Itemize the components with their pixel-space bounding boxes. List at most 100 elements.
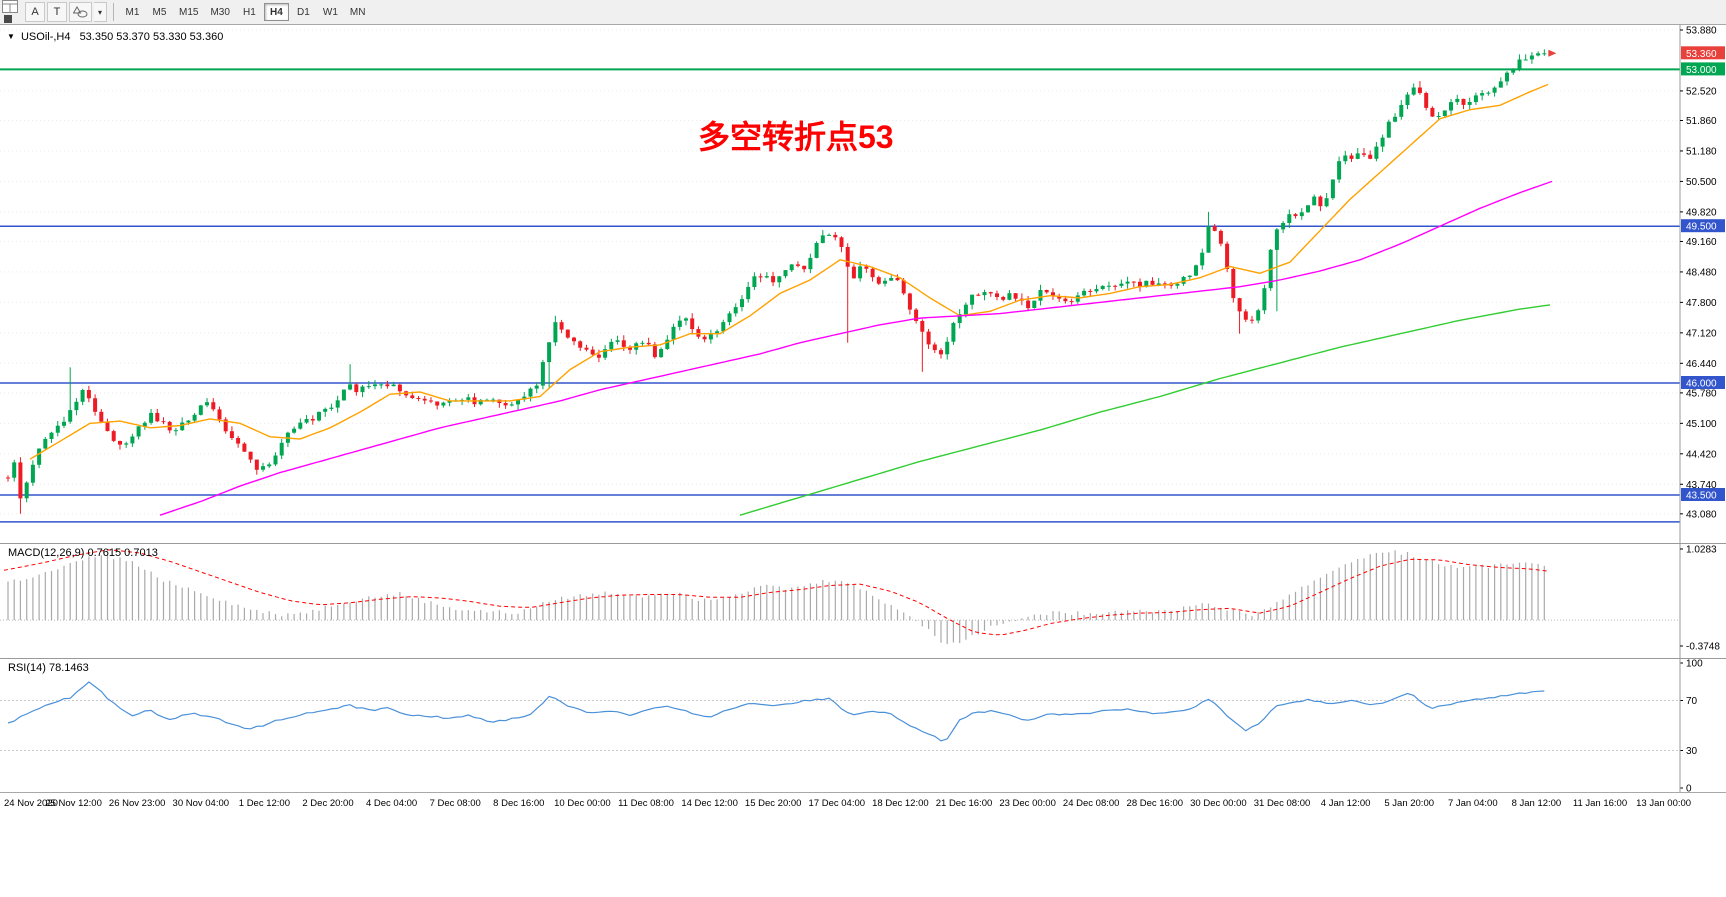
- candle-body: [789, 264, 794, 271]
- candle-body: [1486, 92, 1491, 94]
- text-tool-button[interactable]: T: [47, 2, 67, 22]
- candle-body: [1212, 226, 1217, 231]
- timeframe-w1-button[interactable]: W1: [318, 3, 343, 21]
- rsi-plot-area[interactable]: [0, 658, 1726, 792]
- shapes-dropdown-caret[interactable]: ▾: [94, 2, 107, 22]
- candle-body: [795, 264, 800, 266]
- candle-body: [939, 350, 943, 355]
- candle-body: [671, 326, 676, 340]
- rsi-panel[interactable]: 100 70 30 0: [0, 658, 1726, 792]
- timeframe-mn-button[interactable]: MN: [345, 3, 371, 21]
- candle-body: [217, 409, 222, 420]
- candle-body: [708, 334, 713, 340]
- chart-header: ▼ USOil-,H4 53.350 53.370 53.330 53.360: [7, 31, 223, 43]
- rsi-line: [7, 681, 1545, 742]
- timeframe-m1-button[interactable]: M1: [120, 3, 145, 21]
- cursor-tool-button[interactable]: A: [25, 2, 45, 22]
- timeframe-m5-button[interactable]: M5: [147, 3, 172, 21]
- macd-name: MACD(12,26,9): [8, 547, 85, 559]
- ma-line-fast: [29, 83, 1549, 460]
- candle-body: [1250, 319, 1254, 321]
- candle-body: [1374, 146, 1379, 159]
- time-axis-label: 10 Dec 00:00: [554, 798, 611, 809]
- candle-body: [466, 397, 471, 400]
- candle-body: [1517, 59, 1522, 70]
- candle-body: [1455, 98, 1460, 103]
- candle-body: [74, 401, 79, 411]
- candle-body: [920, 321, 925, 332]
- time-axis-label: 8 Dec 16:00: [493, 798, 545, 809]
- candle-body: [373, 384, 377, 387]
- candle-body: [621, 340, 626, 347]
- candle-body: [1467, 102, 1472, 105]
- time-axis-label: 26 Nov 23:00: [108, 798, 166, 809]
- chart-annotation[interactable]: 多空转折点53: [698, 119, 894, 155]
- candle-body: [1449, 102, 1453, 111]
- price-axis[interactable]: 53.880 52.520 51.860 51.180 50.500 49.820 49.1…: [1680, 26, 1725, 521]
- candle-body: [379, 384, 384, 386]
- time-axis-label: 4 Dec 04:00: [365, 798, 418, 809]
- time-axis-label: 28 Dec 16:00: [1126, 798, 1184, 809]
- candle-body: [1144, 280, 1149, 287]
- candle-body: [341, 389, 346, 401]
- price-badge: [1681, 62, 1725, 76]
- timeframe-h1-button[interactable]: H1: [237, 3, 262, 21]
- candle-body: [628, 346, 632, 350]
- candle-body: [1026, 300, 1031, 309]
- candle-body: [441, 402, 446, 406]
- candle-body: [1511, 69, 1516, 73]
- candle-body: [1051, 292, 1055, 296]
- candle-body: [957, 314, 962, 323]
- candle-body: [205, 402, 209, 406]
- candle-body: [397, 384, 402, 392]
- time-axis[interactable]: 24 Nov 2020 25 Nov 12:00 26 Nov 23:00 30 No…: [0, 792, 1726, 816]
- timeframe-m30-button[interactable]: M30: [205, 3, 234, 21]
- candle-body: [1324, 198, 1329, 207]
- candle-body: [161, 421, 166, 423]
- candle-body: [1150, 280, 1155, 285]
- price-tick-label: 47.800: [1686, 298, 1717, 309]
- top-toolbar: A T ▾ M1 M5 M15 M30 H1 H4 D1 W1 MN: [0, 0, 1726, 25]
- chart-window-icon[interactable]: [2, 0, 18, 13]
- candle-body: [970, 294, 975, 305]
- candle-body: [391, 384, 396, 387]
- candle-body: [516, 399, 520, 405]
- rsi-axis-label: 0: [1686, 784, 1692, 793]
- candle-body: [86, 390, 91, 399]
- candle-body: [248, 451, 253, 460]
- collapse-icon[interactable]: ▼: [7, 32, 15, 41]
- candle-body: [478, 399, 483, 405]
- macd-panel[interactable]: 1.0283 -0.3748: [0, 543, 1726, 658]
- shapes-tool-button[interactable]: [69, 2, 92, 22]
- candle-body: [758, 276, 763, 278]
- candle-body: [1436, 116, 1441, 117]
- time-axis-label: 13 Jan 00:00: [1636, 798, 1692, 809]
- candle-body: [1473, 95, 1478, 102]
- candle-body: [640, 342, 645, 344]
- price-badge-label: 43.500: [1686, 491, 1717, 502]
- macd-axis-label: 1.0283: [1686, 545, 1717, 556]
- candle-body: [261, 466, 265, 470]
- timeframe-d1-button[interactable]: D1: [291, 3, 316, 21]
- candle-body: [93, 398, 98, 412]
- candle-body: [876, 277, 881, 284]
- price-tick-label: 43.080: [1686, 509, 1717, 520]
- candle-body: [1293, 214, 1298, 217]
- candle-body: [1405, 94, 1410, 105]
- timeframe-h4-button[interactable]: H4: [263, 3, 289, 21]
- candle-body: [1306, 205, 1310, 213]
- candle-body: [783, 270, 788, 277]
- macd-plot-area[interactable]: [0, 543, 1726, 658]
- candle-body: [1001, 297, 1006, 300]
- candle-body: [584, 347, 589, 350]
- candle-body: [223, 419, 228, 432]
- candle-body: [323, 408, 328, 412]
- time-axis-label: 25 Nov 12:00: [45, 798, 102, 809]
- candle-body: [136, 426, 141, 437]
- candle-body: [298, 422, 303, 429]
- main-chart-panel[interactable]: 53.880 52.520 51.860 51.180 50.500 49.820 49.1…: [0, 25, 1726, 543]
- candle-body: [105, 421, 110, 432]
- candle-body: [1256, 310, 1261, 321]
- candle-body: [764, 276, 769, 278]
- timeframe-m15-button[interactable]: M15: [174, 3, 203, 21]
